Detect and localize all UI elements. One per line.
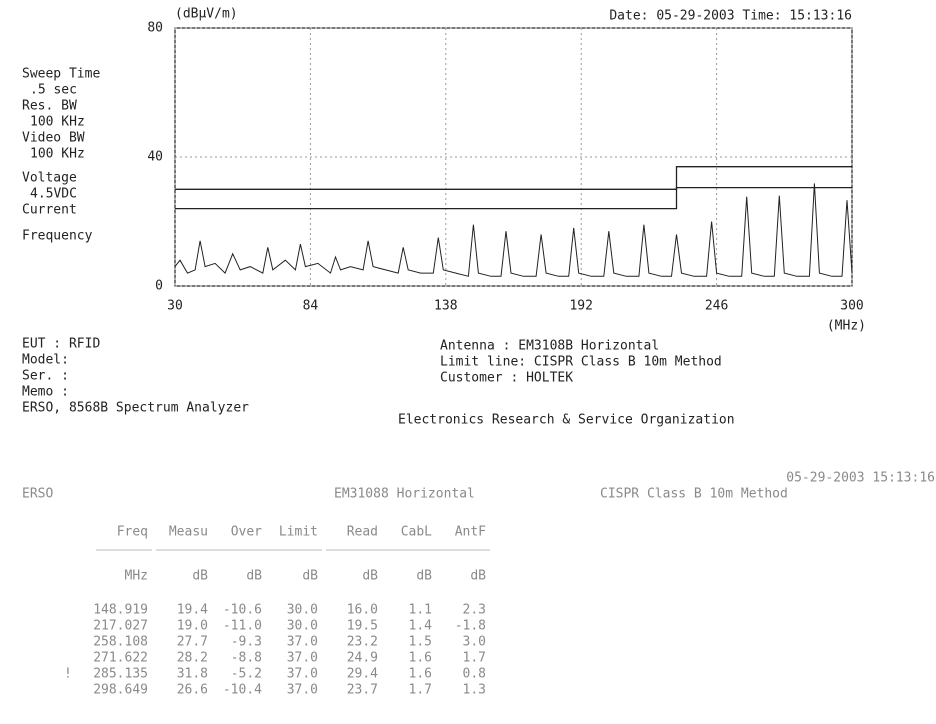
table-cell: 19.4 (177, 603, 208, 618)
x-tick-label: 246 (705, 299, 728, 314)
column-unit: MHz (125, 569, 148, 584)
column-header: Read (347, 525, 378, 540)
limit-line (175, 166, 852, 190)
info-text: Antenna : EM3108B Horizontal (440, 339, 659, 354)
table-cell: -10.6 (223, 603, 262, 618)
y-axis-label: (dBµV/m) (175, 7, 238, 22)
table-header: CISPR Class B 10m Method (600, 487, 788, 502)
column-header: AntF (455, 525, 486, 540)
column-unit: dB (302, 569, 318, 584)
column-unit: dB (470, 569, 486, 584)
x-tick-label: 138 (434, 299, 457, 314)
table-cell: 31.8 (177, 667, 208, 682)
x-tick-label: 30 (167, 299, 183, 314)
table-cell: -5.2 (231, 667, 262, 682)
table-cell: 23.7 (347, 683, 378, 698)
table-cell: 30.0 (287, 603, 318, 618)
column-header: CabL (401, 525, 432, 540)
table-cell: 37.0 (287, 667, 318, 682)
date-time: Date: 05-29-2003 Time: 15:13:16 (609, 9, 852, 24)
spectrum-trace (174, 183, 853, 277)
table-cell: 285.135 (93, 667, 148, 682)
column-header: Freq (117, 525, 148, 540)
info-text: EUT : RFID (22, 337, 100, 352)
table-cell: 258.108 (93, 635, 148, 650)
table-cell: 19.0 (177, 619, 208, 634)
table-cell: 16.0 (347, 603, 378, 618)
setting-text: 100 KHz (30, 147, 85, 162)
info-text: Limit line: CISPR Class B 10m Method (440, 355, 722, 370)
table-cell: 28.2 (177, 651, 208, 666)
setting-text: 100 KHz (30, 115, 85, 130)
table-cell: 1.1 (409, 603, 432, 618)
table-cell: 37.0 (287, 651, 318, 666)
setting-text: 4.5VDC (30, 187, 77, 202)
column-header: Measu (169, 525, 208, 540)
table-cell: 19.5 (347, 619, 378, 634)
table-cell: 271.622 (93, 651, 148, 666)
info-text: Ser. : (22, 369, 69, 384)
info-text: Memo : (22, 385, 69, 400)
table-cell: 24.9 (347, 651, 378, 666)
column-unit: dB (416, 569, 432, 584)
column-unit: dB (362, 569, 378, 584)
info-text: Customer : HOLTEK (440, 371, 573, 386)
table-cell: -9.3 (231, 635, 262, 650)
table-cell: 0.8 (463, 667, 486, 682)
table-header: EM31088 Horizontal (334, 487, 475, 502)
y-tick-label: 0 (155, 279, 163, 294)
table-cell: 1.6 (409, 667, 432, 682)
column-unit: dB (192, 569, 208, 584)
table-header: 05-29-2003 15:13:16 (786, 471, 935, 486)
table-cell: -8.8 (231, 651, 262, 666)
table-cell: 3.0 (463, 635, 486, 650)
table-cell: 1.7 (409, 683, 432, 698)
x-tick-label: 192 (569, 299, 592, 314)
table-cell: 23.2 (347, 635, 378, 650)
x-tick-label: 84 (303, 299, 319, 314)
table-cell: 1.3 (463, 683, 486, 698)
table-cell: 298.649 (93, 683, 148, 698)
table-cell: 148.919 (93, 603, 148, 618)
table-cell: -11.0 (223, 619, 262, 634)
table-cell: 217.027 (93, 619, 148, 634)
setting-text: Video BW (22, 131, 85, 146)
row-flag: ! (64, 667, 72, 682)
info-text: ERSO, 8568B Spectrum Analyzer (22, 401, 249, 416)
table-cell: -1.8 (455, 619, 486, 634)
y-tick-label: 80 (147, 21, 163, 36)
x-axis-label: (MHz) (827, 319, 866, 334)
setting-text: Voltage (22, 171, 77, 186)
table-cell: 37.0 (287, 683, 318, 698)
setting-text: Res. BW (22, 99, 77, 114)
column-header: Over (231, 525, 262, 540)
limit-line (175, 186, 852, 210)
setting-text: .5 sec (30, 83, 77, 98)
column-unit: dB (246, 569, 262, 584)
x-tick-label: 300 (840, 299, 863, 314)
table-header: ERSO (22, 487, 53, 502)
table-cell: 1.6 (409, 651, 432, 666)
info-text: Model: (22, 353, 69, 368)
setting-text: Sweep Time (22, 67, 100, 82)
table-cell: 26.6 (177, 683, 208, 698)
table-cell: 2.3 (463, 603, 486, 618)
setting-text: Current (22, 203, 77, 218)
table-cell: 1.7 (463, 651, 486, 666)
y-tick-label: 40 (147, 150, 163, 165)
table-cell: 1.4 (409, 619, 433, 634)
table-cell: -10.4 (223, 683, 262, 698)
table-cell: 27.7 (177, 635, 208, 650)
table-cell: 1.5 (409, 635, 432, 650)
table-cell: 30.0 (287, 619, 318, 634)
column-header: Limit (279, 525, 318, 540)
info-text: Electronics Research & Service Organizat… (398, 413, 735, 428)
setting-text: Frequency (22, 229, 93, 244)
table-cell: 37.0 (287, 635, 318, 650)
table-cell: 29.4 (347, 667, 378, 682)
